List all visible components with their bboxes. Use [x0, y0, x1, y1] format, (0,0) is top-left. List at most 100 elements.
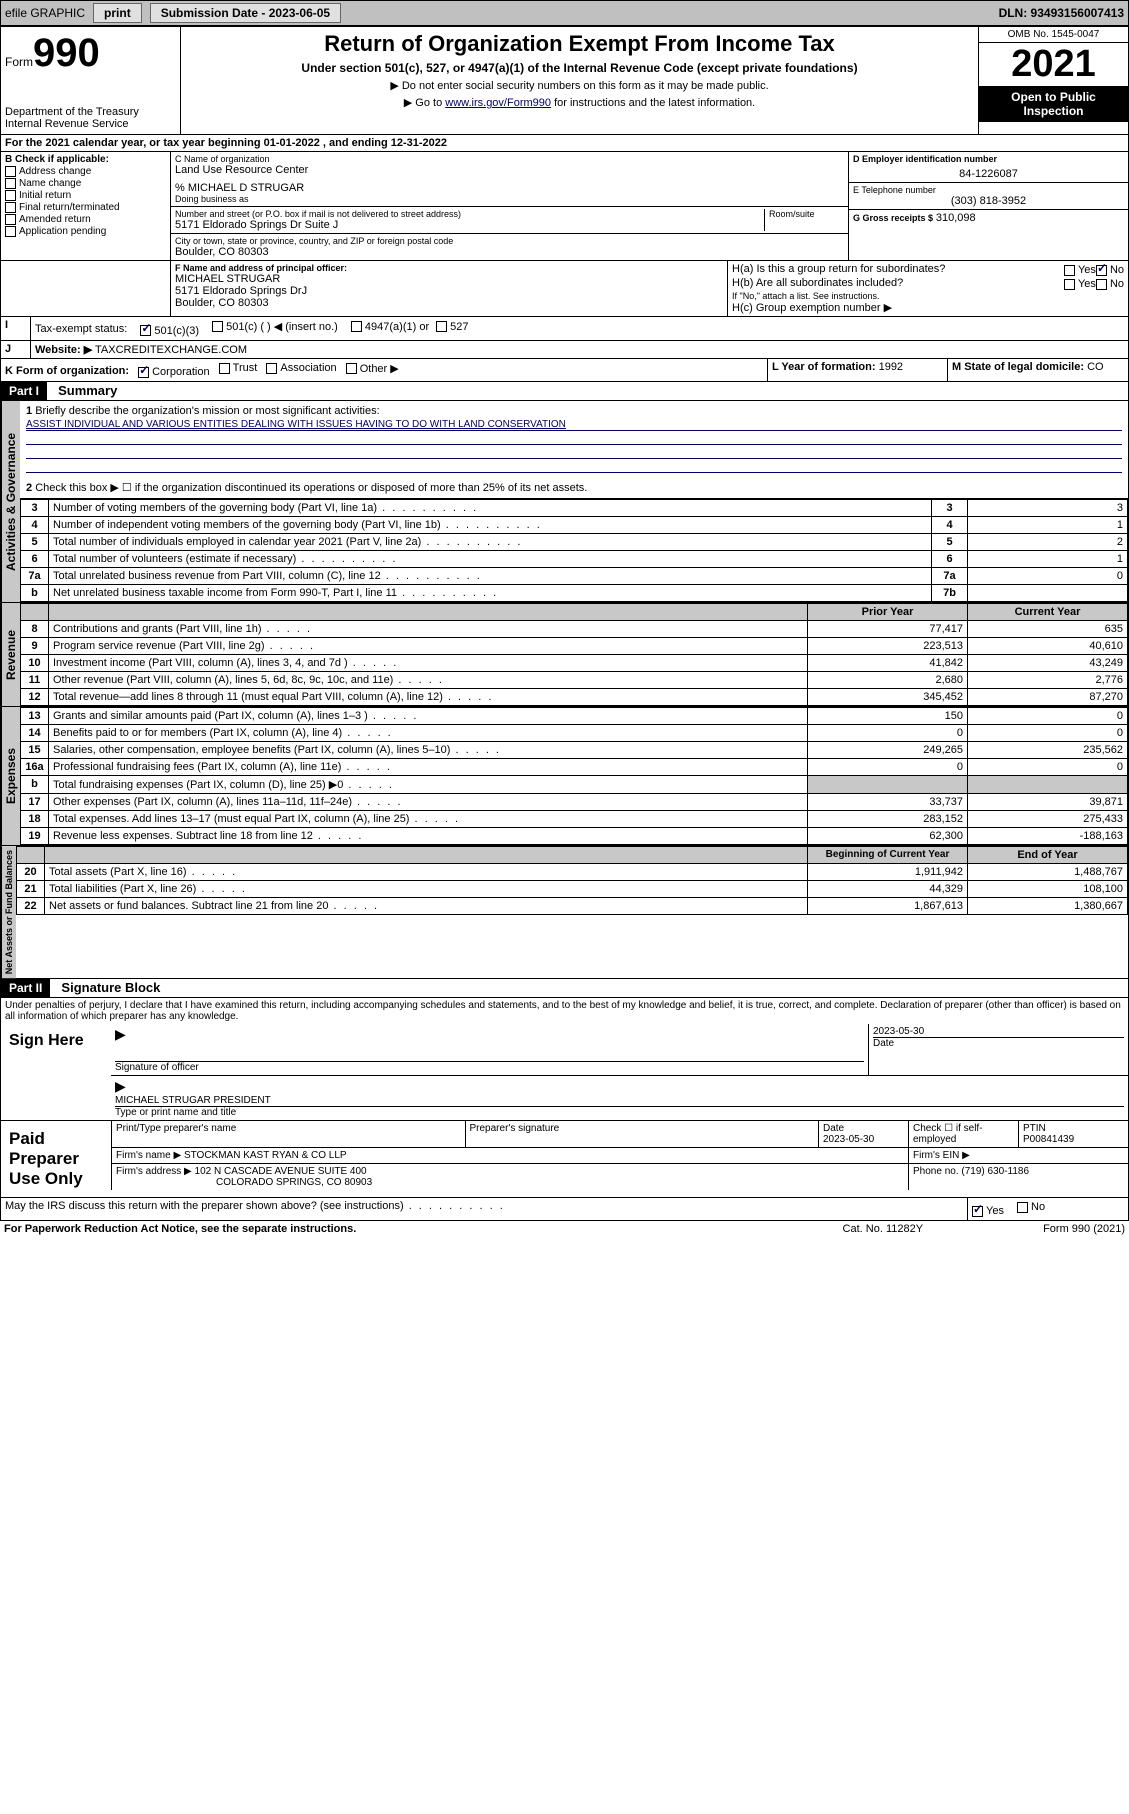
chk-address-change[interactable]: Address change — [5, 166, 166, 177]
discuss-no[interactable]: No — [1017, 1201, 1045, 1213]
dln-label: DLN: 93493156007413 — [999, 6, 1124, 20]
declaration: Under penalties of perjury, I declare th… — [0, 998, 1129, 1024]
ha-yes[interactable]: Yes — [1064, 264, 1096, 276]
checkbox-icon — [5, 166, 16, 177]
no-label: No — [1031, 1201, 1045, 1213]
table-row: 4Number of independent voting members of… — [21, 517, 1128, 534]
tax-status-label: Tax-exempt status: — [35, 323, 127, 335]
irs-link[interactable]: www.irs.gov/Form990 — [445, 97, 551, 109]
chk-amended-return[interactable]: Amended return — [5, 214, 166, 225]
footer-formno: Form 990 (2021) — [1043, 1223, 1125, 1235]
col-beginning: Beginning of Current Year — [808, 847, 968, 864]
footer-left: For Paperwork Reduction Act Notice, see … — [4, 1223, 843, 1235]
org-name: Land Use Resource Center — [175, 164, 844, 176]
chk-501c[interactable]: 501(c) ( ) ◀ (insert no.) — [212, 320, 338, 333]
chk-corp[interactable]: Corporation — [138, 366, 209, 378]
chk-final-return[interactable]: Final return/terminated — [5, 202, 166, 213]
entity-block: B Check if applicable: Address change Na… — [0, 152, 1129, 261]
table-row: 7aTotal unrelated business revenue from … — [21, 568, 1128, 585]
chk-label: Address change — [19, 166, 91, 177]
table-row: 6Total number of volunteers (estimate if… — [21, 551, 1128, 568]
firm-phone-label: Phone no. — [913, 1166, 959, 1177]
mission-blank — [26, 461, 1122, 473]
chk-trust[interactable]: Trust — [219, 362, 258, 374]
fh-block: F Name and address of principal officer:… — [0, 261, 1129, 317]
line-i: I Tax-exempt status: 501(c)(3) 501(c) ( … — [0, 317, 1129, 341]
tab-governance: Activities & Governance — [1, 401, 20, 602]
ha-no[interactable]: No — [1096, 264, 1124, 276]
discuss-row: May the IRS discuss this return with the… — [0, 1198, 1129, 1221]
preparer-sig-label: Preparer's signature — [470, 1123, 815, 1134]
checkbox-icon — [346, 363, 357, 374]
checkbox-icon — [266, 363, 277, 374]
arrow-icon: ▶ — [115, 1078, 1124, 1095]
line-klm: K Form of organization: Corporation Trus… — [0, 359, 1129, 383]
self-employed-label: Check ☐ if self-employed — [913, 1123, 1014, 1145]
box-deg: D Employer identification number 84-1226… — [848, 152, 1128, 260]
form-org-label: K Form of organization: — [5, 365, 129, 377]
city: Boulder, CO 80303 — [175, 246, 844, 258]
open-inspection: Open to Public Inspection — [979, 86, 1128, 122]
note-post: for instructions and the latest informat… — [551, 97, 755, 109]
revenue-block: Revenue Prior YearCurrent Year 8Contribu… — [0, 603, 1129, 707]
checkbox-icon — [351, 321, 362, 332]
prep-date-label: Date — [823, 1123, 904, 1134]
ssn-note: ▶ Do not enter social security numbers o… — [189, 79, 970, 92]
chk-label: Name change — [19, 178, 81, 189]
table-row: 10Investment income (Part VIII, column (… — [21, 655, 1128, 672]
chk-501c3[interactable]: 501(c)(3) — [140, 325, 199, 337]
checkbox-icon — [212, 321, 223, 332]
table-row: 5Total number of individuals employed in… — [21, 534, 1128, 551]
firm-ein-label: Firm's EIN ▶ — [908, 1148, 1128, 1163]
print-button[interactable]: print — [93, 3, 142, 23]
checkbox-icon — [5, 226, 16, 237]
officer-addr1: 5171 Eldorado Springs DrJ — [175, 285, 723, 297]
chk-name-change[interactable]: Name change — [5, 178, 166, 189]
form-number: Form990 — [5, 31, 176, 76]
year-formation-label: L Year of formation: — [772, 361, 876, 373]
box-b-title: B Check if applicable: — [5, 154, 166, 165]
hb-yes[interactable]: Yes — [1064, 278, 1096, 290]
chk-4947[interactable]: 4947(a)(1) or — [351, 321, 429, 333]
yes-label: Yes — [986, 1205, 1004, 1217]
sign-block: Sign Here ▶ Signature of officer 2023-05… — [0, 1024, 1129, 1121]
city-label: City or town, state or province, country… — [175, 236, 844, 246]
year-formation: 1992 — [879, 361, 903, 373]
firm-addr2: COLORADO SPRINGS, CO 80903 — [216, 1177, 372, 1188]
opt-label: 501(c) ( ) ◀ (insert no.) — [226, 320, 338, 333]
table-row: 16aProfessional fundraising fees (Part I… — [21, 759, 1128, 776]
table-row: 21Total liabilities (Part X, line 26)44,… — [17, 881, 1128, 898]
submission-date-button[interactable]: Submission Date - 2023-06-05 — [150, 3, 341, 23]
chk-initial-return[interactable]: Initial return — [5, 190, 166, 201]
checkbox-icon — [1096, 279, 1107, 290]
no-label: No — [1110, 278, 1124, 290]
ptin-label: PTIN — [1023, 1123, 1124, 1134]
checkbox-icon — [1064, 265, 1075, 276]
netassets-table: Beginning of Current YearEnd of Year 20T… — [16, 846, 1128, 915]
opt-label: Corporation — [152, 366, 209, 378]
chk-527[interactable]: 527 — [436, 321, 468, 333]
expenses-table: 13Grants and similar amounts paid (Part … — [20, 707, 1128, 845]
domicile: CO — [1087, 361, 1104, 373]
gross-value: 310,098 — [936, 212, 976, 224]
efile-label: efile GRAPHIC — [5, 6, 85, 20]
signer-name-label: Type or print name and title — [115, 1106, 1124, 1118]
table-row: 20Total assets (Part X, line 16)1,911,94… — [17, 864, 1128, 881]
checkbox-checked-icon — [1096, 265, 1107, 276]
tax-year: 2021 — [979, 43, 1128, 86]
tab-expenses: Expenses — [1, 707, 20, 845]
chk-assoc[interactable]: Association — [266, 362, 336, 374]
discuss-question: May the IRS discuss this return with the… — [5, 1200, 505, 1212]
firm-addr1: 102 N CASCADE AVENUE SUITE 400 — [195, 1166, 367, 1177]
hb-no[interactable]: No — [1096, 278, 1124, 290]
prep-date: 2023-05-30 — [823, 1134, 904, 1145]
note-pre: ▶ Go to — [404, 97, 445, 109]
chk-application-pending[interactable]: Application pending — [5, 226, 166, 237]
discuss-yes[interactable]: Yes — [972, 1205, 1004, 1217]
paid-preparer-label: Paid Preparer Use Only — [1, 1121, 111, 1197]
sign-date-label: Date — [873, 1037, 1124, 1049]
checkbox-icon — [219, 363, 230, 374]
part1-badge: Part I — [1, 382, 47, 400]
chk-label: Initial return — [19, 190, 71, 201]
chk-other[interactable]: Other ▶ — [346, 362, 399, 375]
